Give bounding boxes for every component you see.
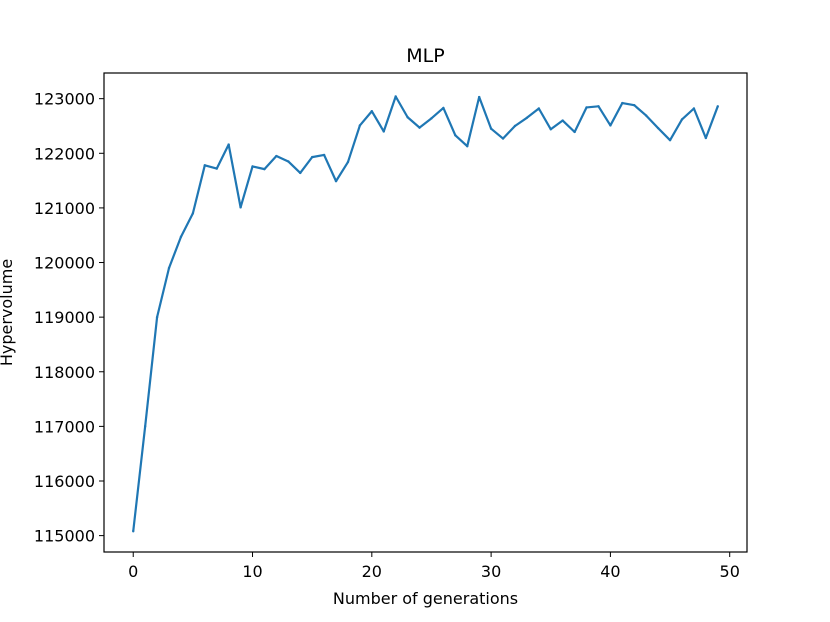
y-tick-label: 122000 xyxy=(34,144,95,163)
data-point xyxy=(716,105,719,108)
data-point xyxy=(251,165,254,168)
series-group xyxy=(132,95,719,533)
y-tick-label: 116000 xyxy=(34,472,95,491)
y-axis-label: Hypervolume xyxy=(0,259,16,366)
data-point xyxy=(489,127,493,130)
data-point xyxy=(179,235,183,239)
data-point xyxy=(668,138,672,142)
data-point xyxy=(513,124,517,128)
y-tick-label: 123000 xyxy=(34,90,95,109)
x-tick-label: 30 xyxy=(481,562,501,581)
data-point xyxy=(287,160,290,163)
data-point xyxy=(644,114,648,117)
data-point xyxy=(549,128,552,131)
data-point xyxy=(501,137,505,140)
series-line-0 xyxy=(132,95,719,532)
data-point xyxy=(621,101,624,105)
data-point xyxy=(203,164,207,167)
data-point xyxy=(394,95,397,98)
data-point xyxy=(370,110,374,113)
x-axis-label: Number of generations xyxy=(333,589,518,608)
x-tick-label: 40 xyxy=(600,562,620,581)
data-point xyxy=(167,266,171,270)
data-point xyxy=(310,155,314,159)
data-point xyxy=(525,116,529,119)
data-point xyxy=(358,124,362,127)
data-point xyxy=(299,171,302,175)
x-tick-label: 50 xyxy=(720,562,740,581)
data-point xyxy=(263,167,266,171)
data-point xyxy=(155,315,159,319)
data-point xyxy=(573,130,576,134)
data-point xyxy=(227,143,230,146)
y-tick-label: 115000 xyxy=(34,527,95,546)
data-point xyxy=(239,206,242,209)
chart-title: MLP xyxy=(406,45,444,67)
data-point xyxy=(275,154,278,158)
x-tick-label: 10 xyxy=(242,562,262,581)
data-point xyxy=(692,107,696,110)
data-point xyxy=(609,124,612,127)
data-point xyxy=(561,119,564,122)
x-tick-label: 20 xyxy=(362,562,382,581)
x-tick-label: 0 xyxy=(128,562,138,581)
data-point xyxy=(430,117,433,120)
plot-frame xyxy=(103,72,748,553)
data-point xyxy=(704,136,708,140)
y-axis-ticks: 115000 116000 117000 118000 119000 120000 1210… xyxy=(34,90,104,546)
data-point xyxy=(442,106,445,110)
data-point xyxy=(454,134,457,137)
y-tick-label: 119000 xyxy=(34,308,95,327)
data-point xyxy=(143,425,147,428)
data-point xyxy=(597,105,600,108)
data-point xyxy=(477,95,481,99)
y-tick-label: 118000 xyxy=(34,363,95,382)
data-point xyxy=(585,106,588,109)
data-point xyxy=(656,126,660,130)
y-tick-label: 120000 xyxy=(34,254,95,273)
data-point xyxy=(406,116,409,119)
x-axis-ticks: 0 10 20 30 40 50 xyxy=(128,552,740,581)
data-point xyxy=(382,130,385,133)
data-point xyxy=(322,153,326,157)
data-point xyxy=(346,160,350,164)
data-point xyxy=(334,179,338,183)
data-point xyxy=(191,212,195,215)
data-point xyxy=(215,167,218,170)
data-point xyxy=(680,118,684,121)
data-point xyxy=(633,104,636,107)
data-point xyxy=(466,144,469,148)
y-tick-label: 121000 xyxy=(34,199,95,218)
data-point xyxy=(132,530,135,533)
y-tick-label: 117000 xyxy=(34,417,95,436)
data-point xyxy=(537,107,541,110)
data-point xyxy=(418,126,421,129)
